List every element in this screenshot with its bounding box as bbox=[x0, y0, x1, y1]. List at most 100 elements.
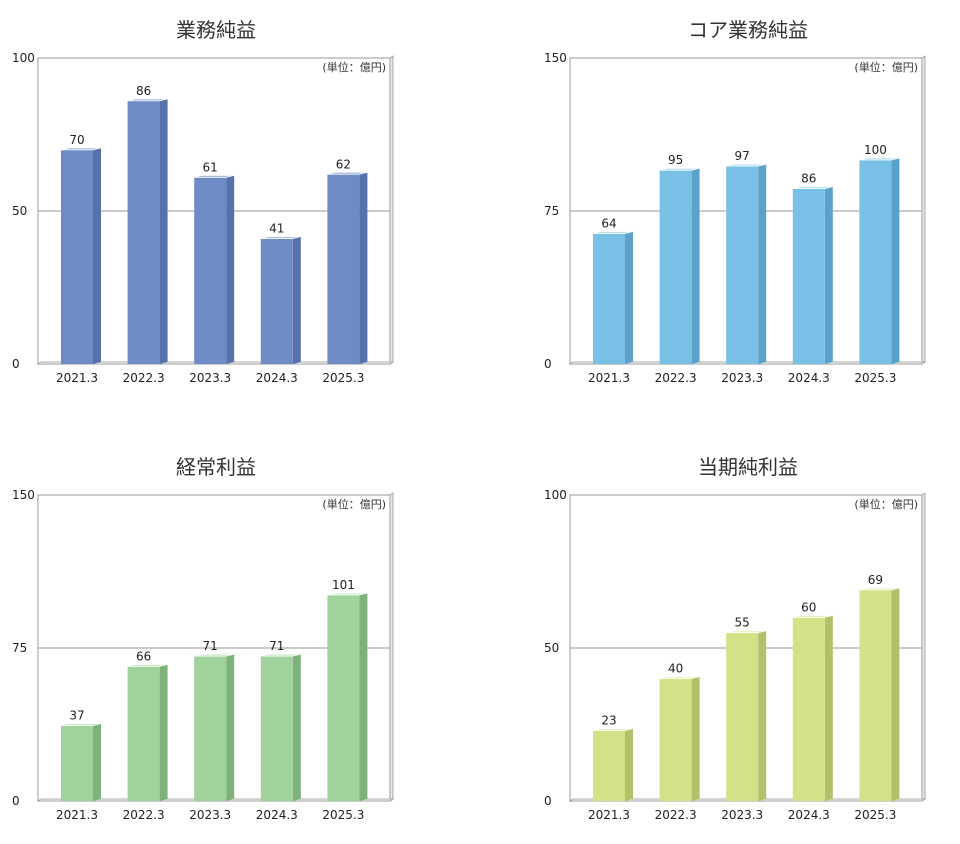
bar-chart: 0 50 100 (単位：億円) 70 2021.3 86 2022.3 61 2023.3 41 2… bbox=[12, 51, 395, 385]
x-tick-label: 2023.3 bbox=[721, 808, 763, 822]
bar bbox=[859, 157, 900, 364]
data-label: 61 bbox=[203, 160, 218, 174]
bar-front bbox=[726, 166, 759, 364]
x-tick-label: 2022.3 bbox=[123, 371, 165, 385]
data-label: 71 bbox=[269, 639, 284, 653]
bar-side bbox=[625, 728, 633, 801]
data-label: 23 bbox=[601, 714, 616, 728]
x-tick-label: 2022.3 bbox=[123, 808, 165, 822]
bar-top bbox=[60, 723, 102, 726]
unit-note: (単位：億円) bbox=[322, 497, 386, 511]
x-tick-label: 2021.3 bbox=[588, 808, 630, 822]
y-tick-label: 50 bbox=[544, 641, 559, 655]
y-tick-label: 150 bbox=[544, 51, 567, 65]
bar-side bbox=[758, 164, 767, 364]
bar-front bbox=[659, 678, 692, 801]
bar bbox=[60, 723, 102, 801]
y-tick-label: 0 bbox=[544, 357, 552, 371]
bar bbox=[659, 167, 700, 364]
bar-top bbox=[194, 174, 235, 178]
x-tick-label: 2022.3 bbox=[655, 808, 697, 822]
x-tick-label: 2023.3 bbox=[721, 371, 763, 385]
data-label: 69 bbox=[868, 573, 883, 587]
data-label: 62 bbox=[336, 157, 351, 171]
x-tick-label: 2023.3 bbox=[189, 808, 231, 822]
chart-title: コア業務純益 bbox=[688, 18, 808, 42]
bar-top bbox=[859, 157, 900, 161]
bar-side bbox=[824, 615, 833, 801]
y-tick-label: 0 bbox=[12, 794, 20, 808]
x-tick-label: 2021.3 bbox=[588, 371, 630, 385]
x-tick-label: 2024.3 bbox=[256, 808, 298, 822]
bar bbox=[592, 231, 634, 364]
data-label: 71 bbox=[203, 639, 218, 653]
bar-top bbox=[327, 171, 368, 175]
bar-side bbox=[292, 236, 301, 364]
data-label: 86 bbox=[136, 84, 151, 98]
bar bbox=[726, 630, 767, 801]
data-label: 100 bbox=[864, 143, 887, 157]
bar-side bbox=[159, 664, 168, 801]
data-label: 95 bbox=[668, 153, 683, 167]
bar bbox=[194, 653, 235, 801]
data-label: 41 bbox=[269, 222, 284, 236]
y-tick-label: 100 bbox=[544, 488, 567, 502]
bar-side bbox=[691, 168, 700, 364]
y-tick-label: 100 bbox=[12, 51, 35, 65]
bar bbox=[792, 186, 833, 364]
bar-front bbox=[127, 100, 160, 364]
x-tick-label: 2024.3 bbox=[788, 808, 830, 822]
bar bbox=[60, 147, 102, 364]
bar-top bbox=[792, 186, 833, 189]
bar-chart: 0 75 150 (単位：億円) 64 2021.3 95 2022.3 97 2023.3 86 2… bbox=[544, 51, 927, 385]
bar-front bbox=[61, 725, 93, 801]
x-tick-label: 2022.3 bbox=[655, 371, 697, 385]
bar-front bbox=[792, 617, 825, 801]
bar bbox=[260, 236, 301, 364]
chart-title: 経常利益 bbox=[176, 455, 256, 479]
bar-front bbox=[327, 174, 360, 364]
bar-front bbox=[260, 656, 293, 801]
y-tick-label: 50 bbox=[12, 204, 27, 218]
x-tick-label: 2021.3 bbox=[56, 808, 98, 822]
bar-chart: 0 50 100 (単位：億円) 23 2021.3 40 2022.3 55 2023.3 60 2… bbox=[544, 488, 927, 822]
bar-top bbox=[127, 663, 168, 667]
bar-side bbox=[891, 158, 900, 364]
data-label: 37 bbox=[69, 709, 84, 723]
bar-top bbox=[60, 147, 102, 151]
bar-front bbox=[659, 170, 692, 364]
data-label: 97 bbox=[735, 149, 750, 163]
bar-front bbox=[593, 730, 625, 801]
bar-front bbox=[792, 188, 825, 364]
bar-top bbox=[659, 676, 700, 680]
x-tick-label: 2025.3 bbox=[854, 371, 896, 385]
x-tick-label: 2024.3 bbox=[788, 371, 830, 385]
bar-top bbox=[792, 614, 833, 618]
bar bbox=[127, 663, 168, 801]
bar-side bbox=[359, 172, 368, 364]
y-tick-label: 75 bbox=[544, 204, 559, 218]
data-label: 66 bbox=[136, 649, 151, 663]
bar-side bbox=[93, 723, 101, 801]
data-label: 101 bbox=[332, 578, 355, 592]
bar-top bbox=[194, 653, 235, 657]
bar-side bbox=[691, 676, 700, 801]
bar bbox=[194, 174, 235, 364]
chart-title: 当期純利益 bbox=[698, 455, 798, 479]
bar-top bbox=[659, 167, 700, 171]
bar-top bbox=[260, 236, 301, 239]
y-tick-label: 0 bbox=[544, 794, 552, 808]
x-tick-label: 2025.3 bbox=[322, 371, 364, 385]
bar-top bbox=[726, 630, 767, 634]
bar bbox=[859, 587, 900, 801]
x-tick-label: 2025.3 bbox=[322, 808, 364, 822]
bar-front bbox=[859, 160, 892, 364]
bar-top bbox=[592, 728, 634, 732]
unit-note: (単位：億円) bbox=[854, 60, 918, 74]
bar-top bbox=[592, 231, 634, 234]
bar bbox=[327, 171, 368, 364]
bar bbox=[792, 614, 833, 801]
x-tick-label: 2024.3 bbox=[256, 371, 298, 385]
data-label: 40 bbox=[668, 662, 683, 676]
bar-top bbox=[327, 592, 368, 596]
